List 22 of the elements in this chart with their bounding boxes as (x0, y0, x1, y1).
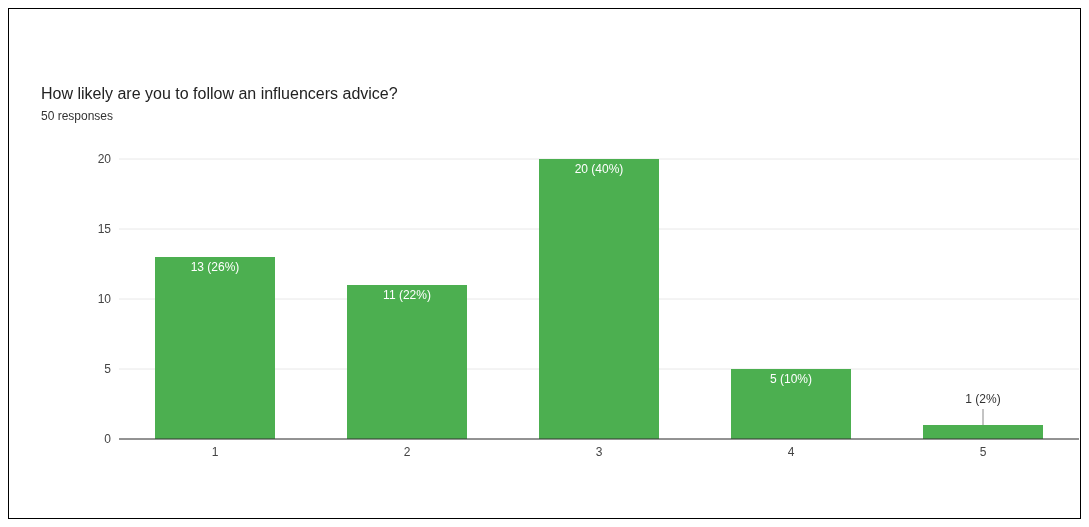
y-tick-label: 20 (97, 152, 112, 167)
bar (539, 159, 659, 439)
bar (155, 257, 275, 439)
bar (347, 285, 467, 439)
data-label: 13 (26%) (190, 260, 240, 274)
x-tick-label: 1 (211, 444, 219, 459)
bar (731, 369, 851, 439)
data-label: 1 (2%) (965, 392, 1001, 406)
y-tick-label: 15 (97, 222, 112, 237)
bar (923, 425, 1043, 439)
y-tick-label: 10 (97, 292, 112, 307)
data-label: 11 (22%) (383, 288, 431, 302)
x-tick-label: 3 (595, 444, 603, 459)
chart-title: How likely are you to follow an influencers advice? (41, 85, 398, 103)
chart-subtitle: 50 responses (41, 109, 114, 123)
data-label: 20 (40%) (574, 162, 624, 176)
y-tick-label: 5 (104, 362, 112, 377)
y-tick-label: 0 (104, 432, 112, 447)
x-tick-label: 4 (787, 444, 795, 459)
x-tick-label: 2 (403, 444, 411, 459)
x-tick-label: 5 (979, 444, 987, 459)
data-label: 5 (10%) (769, 372, 813, 386)
